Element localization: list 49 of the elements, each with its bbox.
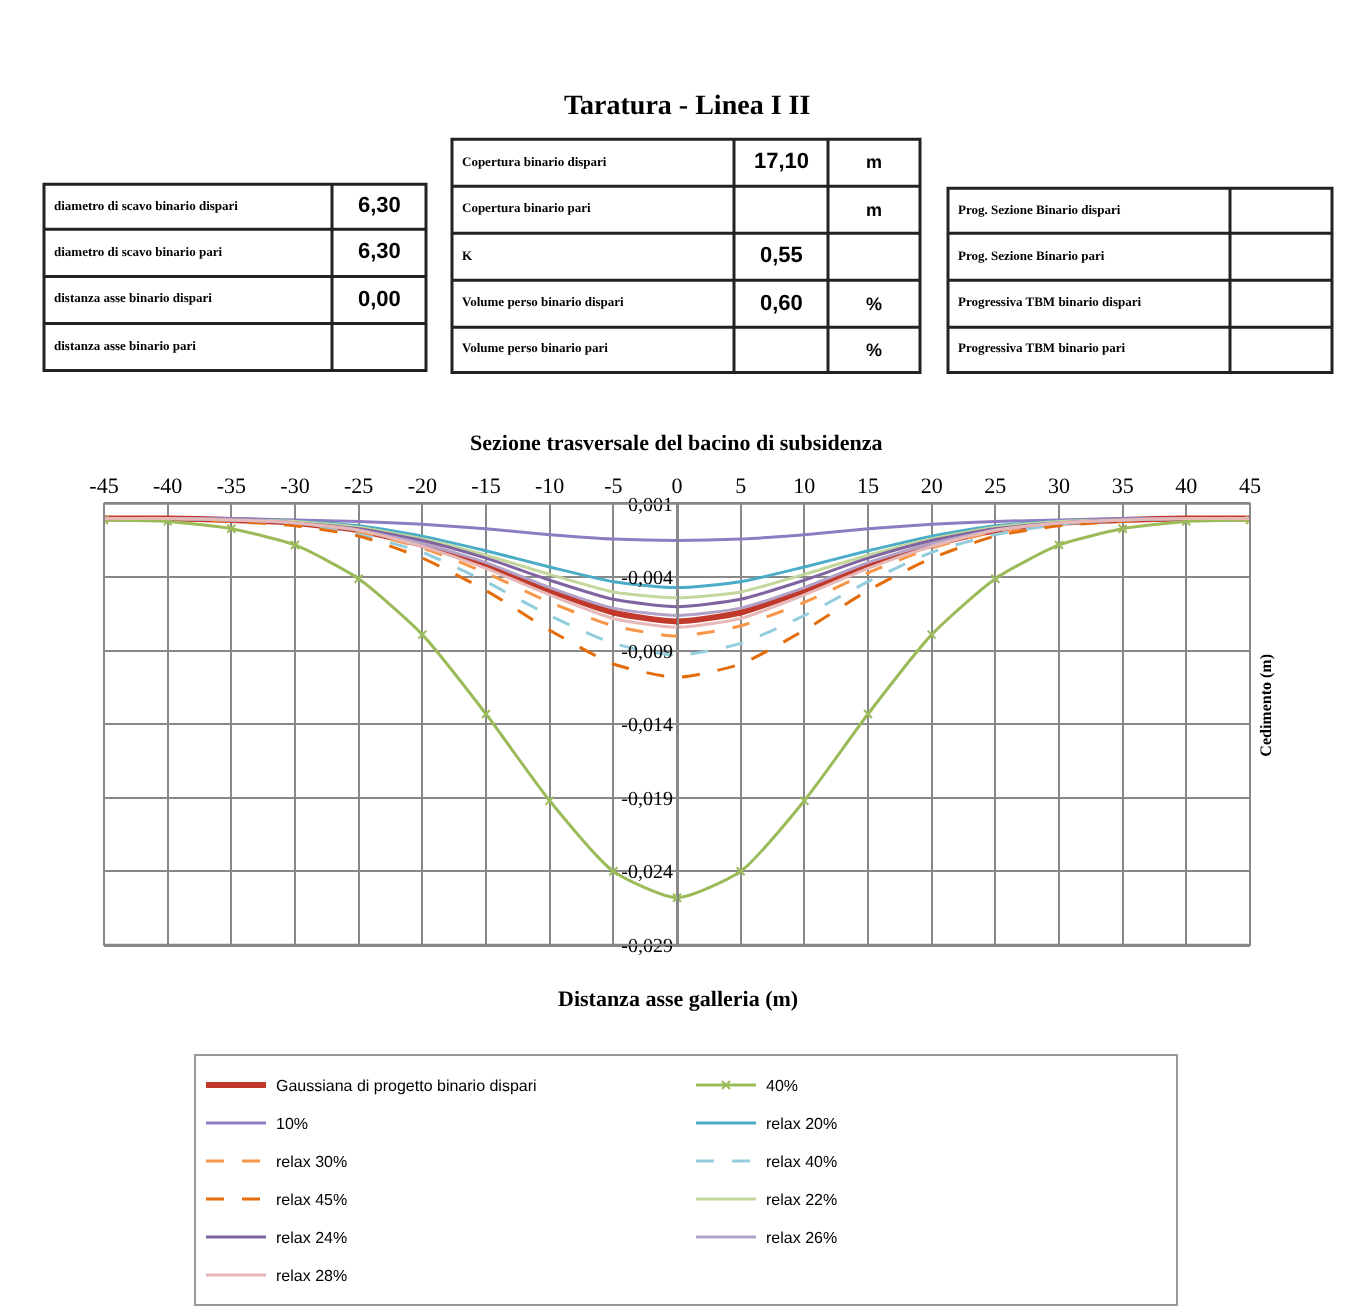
x-tick-label: 45 xyxy=(1239,474,1262,499)
text: Taratura - Linea I II xyxy=(564,92,811,122)
text: % xyxy=(866,340,883,360)
legend-label: 10% xyxy=(276,1115,309,1134)
legend-label: relax 20% xyxy=(766,1115,838,1134)
chart-title: Sezione trasversale del bacino di subsidenza xyxy=(470,432,884,456)
x-tick-label: -35 xyxy=(216,474,247,499)
legend-label: relax 26% xyxy=(766,1229,838,1248)
legend-label: relax 28% xyxy=(276,1267,348,1286)
x-tick-label: -25 xyxy=(343,474,375,499)
legend-label: relax 40% xyxy=(766,1153,838,1172)
x-tick-label: -40 xyxy=(152,474,184,499)
x-tick-label: -10 xyxy=(534,474,566,499)
text: 0,55 xyxy=(760,244,803,268)
y-tick-label: -0,004 xyxy=(621,568,673,591)
legend-label: relax 24% xyxy=(276,1229,348,1248)
x-tick-label: -5 xyxy=(604,474,624,499)
x-tick-label: 30 xyxy=(1048,474,1071,499)
x-tick-label: -20 xyxy=(407,474,438,499)
y-tick-label: -0,024 xyxy=(621,862,673,885)
x-tick-label: 0 xyxy=(671,474,684,499)
x-tick-label: 10 xyxy=(793,474,817,499)
text: m xyxy=(866,152,883,172)
x-axis-title: Distanza asse galleria (m) xyxy=(558,988,799,1012)
y-tick-label: -0,019 xyxy=(621,788,673,811)
text: 17,10 xyxy=(754,150,810,174)
x-tick-label: 20 xyxy=(920,474,944,499)
x-tick-label: 40 xyxy=(1175,474,1199,499)
y-tick-label: -0,009 xyxy=(621,641,673,664)
legend-label: relax 22% xyxy=(766,1191,838,1210)
y-axis-title: Cedimento (m) xyxy=(1257,653,1276,757)
y-tick-label: -0,014 xyxy=(621,715,673,738)
text: 6,30 xyxy=(358,240,401,264)
legend-label: Gaussiana di progetto binario dispari xyxy=(276,1077,538,1096)
x-tick-label: -45 xyxy=(89,474,120,499)
x-tick-label: 25 xyxy=(984,474,1008,499)
x-tick-label: 15 xyxy=(857,474,880,499)
text: 0,60 xyxy=(760,292,803,316)
text: m xyxy=(866,200,883,220)
text: 6,30 xyxy=(358,194,401,218)
legend-label: relax 45% xyxy=(276,1191,348,1210)
x-tick-label: 35 xyxy=(1111,474,1135,499)
text: % xyxy=(866,294,883,314)
x-tick-label: 5 xyxy=(735,474,748,499)
x-tick-label: -15 xyxy=(471,474,502,499)
text: 0,00 xyxy=(358,288,401,312)
legend-label: relax 30% xyxy=(276,1153,348,1172)
legend-label: 40% xyxy=(766,1077,799,1096)
x-tick-label: -30 xyxy=(280,474,311,499)
